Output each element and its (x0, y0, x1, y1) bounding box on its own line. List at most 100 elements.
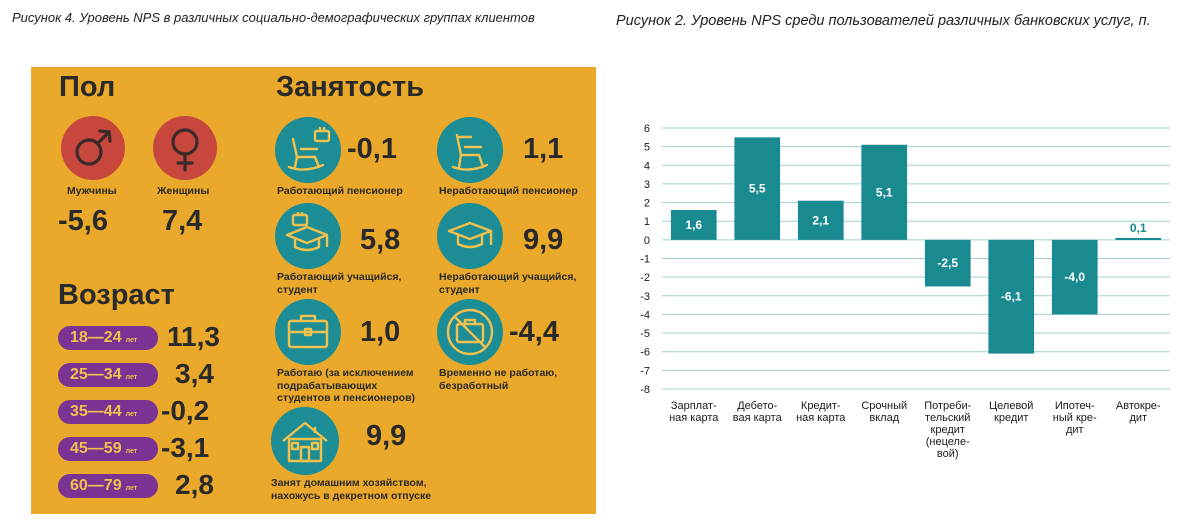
label-line: Работаю (за исключением (277, 367, 414, 379)
y-tick-label: 0 (644, 235, 650, 247)
graduation-cap-briefcase-icon (275, 203, 341, 269)
employment-value-working: 1,0 (360, 316, 401, 348)
category-line: кредит (931, 424, 965, 436)
briefcase-icon (275, 299, 341, 365)
y-tick-label: -4 (640, 309, 650, 321)
age-unit: лет (125, 337, 138, 344)
x-category-label: Автокре-дит (1116, 400, 1161, 424)
bar (988, 239, 1035, 354)
age-section-title: Возраст (58, 279, 175, 311)
category-line: ная карта (669, 412, 719, 424)
category-line: тельский (925, 412, 970, 424)
category-line: дит (1066, 424, 1084, 436)
label-line: Работающий учащийся, (277, 271, 402, 283)
age-value-45-59: -3,1 (161, 432, 210, 463)
graduation-cap-icon (437, 203, 503, 269)
employment-value-nonworking-pensioner: 1,1 (523, 133, 564, 165)
employment-value-working-student: 5,8 (360, 224, 401, 256)
category-line: кредит (994, 412, 1028, 424)
employment-section-title: Занятость (276, 71, 425, 103)
employment-label-working-student: Работающий учащийся, студент (277, 271, 401, 296)
y-tick-label: 2 (644, 198, 650, 210)
age-range: 35—44 (70, 403, 122, 420)
label-line: Временно не работаю, (439, 367, 558, 379)
label-line: безработный (439, 379, 509, 392)
bar-value-label: -4,0 (1064, 270, 1085, 284)
age-range: 60—79 (70, 477, 122, 494)
x-category-label: Дебето-вая карта (733, 400, 783, 424)
category-line: (нецеле- (926, 436, 970, 448)
gender-value-male: -5,6 (58, 205, 108, 237)
nps-bar-chart: 6 5 4 3 2 1 0 -1 -2 -3 -4 -5 -6 -7 -8 1,6 Зарплат-ная ка… (640, 123, 1170, 460)
category-line: дит (1129, 412, 1147, 424)
male-icon (61, 116, 125, 180)
x-category-label: Зарплат-ная карта (669, 400, 719, 424)
bar (924, 239, 971, 287)
employment-value-unemployed: -4,4 (509, 316, 559, 348)
nps-infographic-panel: Пол Мужчины Женщины -5,6 7,4 Возраст 18—… (31, 67, 596, 514)
y-tick-label: 1 (644, 216, 650, 228)
y-tick-label: 3 (644, 179, 650, 191)
house-icon (271, 407, 339, 475)
age-pill-25-34: 25—34 лет (58, 363, 158, 387)
x-category-label: Срочный вклад (861, 400, 907, 424)
label-line: студент (277, 283, 318, 296)
employment-label-nonworking-student: Неработающий учащийся, студент (439, 271, 576, 296)
category-line: вой) (937, 448, 959, 460)
y-tick-label: -7 (640, 365, 650, 377)
bar-value-label: 0,1 (1130, 221, 1147, 235)
employment-label-working: Работаю (за исключением подрабатывающих ст… (277, 367, 415, 405)
y-tick-label: 4 (644, 160, 650, 172)
employment-value-working-pensioner: -0,1 (347, 133, 397, 165)
age-pill-18-24: 18—24 лет (58, 326, 158, 350)
age-pill-35-44: 35—44 лет (58, 400, 158, 424)
gender-value-female: 7,4 (162, 205, 203, 237)
age-range: 45—59 (70, 440, 122, 457)
bar (670, 210, 717, 240)
rocking-chair-icon (437, 117, 503, 183)
gender-section-title: Пол (59, 71, 116, 103)
age-unit: лет (125, 448, 138, 455)
x-category-label: Целевой кредит (989, 400, 1033, 424)
category-line: ная карта (796, 412, 846, 424)
label-line: подрабатывающих (277, 379, 378, 392)
age-value-35-44: -0,2 (161, 395, 210, 426)
bar-value-label: -6,1 (1001, 290, 1022, 304)
female-icon (153, 116, 217, 180)
bar (861, 144, 908, 240)
crossed-briefcase-icon (437, 299, 503, 365)
gender-label-female: Женщины (157, 185, 210, 197)
category-line: вая карта (733, 412, 783, 424)
label-line: студент (439, 283, 480, 296)
x-category-label: Кредит-ная карта (796, 400, 846, 424)
bar-value-label: 5,5 (749, 182, 766, 196)
age-value-60-79: 2,8 (175, 469, 214, 500)
label-line: нахожусь в декретном отпуске (271, 489, 432, 502)
employment-value-nonworking-student: 9,9 (523, 224, 564, 256)
employment-label-unemployed: Временно не работаю, безработный (439, 367, 557, 392)
employment-value-homemaker: 9,9 (366, 420, 407, 452)
bar (797, 200, 844, 240)
rocking-chair-briefcase-icon (275, 117, 341, 183)
bar-value-label: 2,1 (812, 213, 829, 227)
category-line: ный кре- (1053, 412, 1097, 424)
age-value-25-34: 3,4 (175, 358, 214, 389)
bar-value-label: -2,5 (937, 256, 958, 270)
y-tick-label: 5 (644, 142, 650, 154)
age-pill-45-59: 45—59 лет (58, 437, 158, 461)
category-line: вклад (869, 412, 899, 424)
figure-2-caption: Рисунок 2. Уровень NPS среди пользовател… (616, 13, 1151, 29)
y-tick-label: -2 (640, 272, 650, 284)
y-tick-label: 6 (644, 123, 650, 135)
bar (734, 137, 781, 240)
label-line: Занят домашним хозяйством, (271, 477, 427, 489)
y-tick-label: -6 (640, 347, 650, 359)
age-unit: лет (125, 411, 138, 418)
bar (1115, 237, 1162, 240)
category-line: Автокре- (1116, 400, 1161, 412)
y-tick-label: -5 (640, 328, 650, 340)
y-tick-label: -1 (640, 254, 650, 266)
age-unit: лет (125, 374, 138, 381)
bar (1051, 239, 1098, 315)
age-value-18-24: 11,3 (167, 321, 220, 352)
